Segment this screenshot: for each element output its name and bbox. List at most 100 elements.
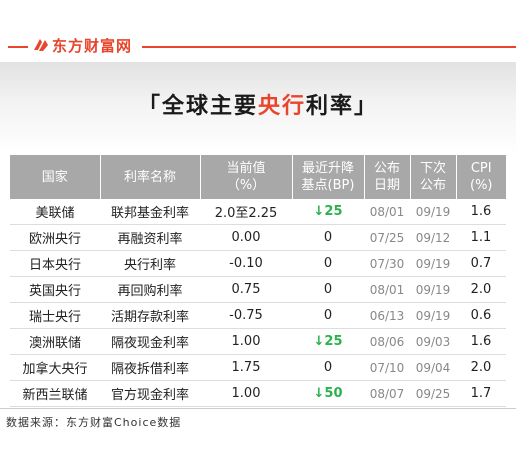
country-cell: 美联储	[10, 199, 100, 225]
cpi-cell: 0.6	[456, 302, 506, 329]
country-cell: 新西兰联储	[10, 380, 100, 407]
table-row: 加拿大央行 隔夜拆借利率 1.75 0 07/10 09/04 2.0	[10, 354, 506, 381]
current-value-cell: -0.10	[200, 250, 292, 277]
column-header: 公布 日期	[364, 155, 411, 199]
rate-name-cell: 隔夜拆借利率	[100, 354, 200, 381]
brand-logo-text: 东方财富网	[52, 37, 133, 55]
current-value-cell: -0.75	[200, 302, 292, 329]
data-source-note: 数据来源：东方财富Choice数据	[6, 416, 182, 429]
rate-name-cell: 再回购利率	[100, 276, 200, 303]
column-header-line1: 当前值	[226, 161, 266, 176]
country-cell: 澳洲联储	[10, 328, 100, 355]
title-banner	[0, 62, 516, 154]
current-value-cell: 1.00	[200, 328, 292, 355]
publish-date-cell: 08/07	[364, 380, 410, 407]
publish-date-cell: 07/25	[364, 224, 410, 251]
title-bracket-close: 」	[354, 94, 379, 119]
bp-change-cell: 0	[292, 276, 364, 303]
next-publish-cell: 09/03	[410, 328, 456, 355]
table-row: 新西兰联储 官方现金利率 1.00 ↓50 08/07 09/25 1.7	[10, 380, 506, 407]
table-row: 澳洲联储 隔夜现金利率 1.00 ↓25 08/06 09/03 1.6	[10, 328, 506, 355]
country-cell: 加拿大央行	[10, 354, 100, 381]
bp-change-cell: ↓25	[292, 199, 364, 225]
country-cell: 英国央行	[10, 276, 100, 303]
publish-date-cell: 08/01	[364, 199, 410, 225]
header-divider-left	[8, 46, 28, 48]
cpi-cell: 1.1	[456, 224, 506, 251]
cpi-cell: 1.7	[456, 380, 506, 407]
publish-date-cell: 06/13	[364, 302, 410, 329]
column-header-line1: 最近升降	[301, 161, 354, 176]
column-header-line1: 公布	[373, 161, 400, 176]
country-cell: 欧洲央行	[10, 224, 100, 251]
column-header-line1: 国家	[41, 169, 68, 185]
table-row: 美联储 联邦基金利率 2.0至2.25 ↓25 08/01 09/19 1.6	[10, 199, 506, 225]
header-divider-right	[142, 46, 516, 48]
column-header: 最近升降基点(BP)	[292, 155, 365, 199]
title-highlight: 央行	[257, 94, 306, 119]
column-header-line1: CPI	[470, 161, 492, 176]
bp-change-cell: 0	[292, 250, 364, 277]
current-value-cell: 0.00	[200, 224, 292, 251]
column-header-line2: (%)	[470, 178, 493, 193]
cpi-cell: 0.7	[456, 250, 506, 277]
bp-change-cell: 0	[292, 302, 364, 329]
rate-name-cell: 官方现金利率	[100, 380, 200, 407]
eastmoney-logo-icon	[34, 39, 48, 51]
bp-change-cell: 0	[292, 354, 364, 381]
column-header: 当前值 （%）	[200, 155, 293, 199]
cpi-cell: 2.0	[456, 276, 506, 303]
current-value-cell: 2.0至2.25	[200, 199, 292, 225]
column-header-line2: 日期	[373, 178, 400, 193]
column-header-line2: 公布	[419, 178, 446, 193]
central-bank-rates-table: 国家 利率名称 当前值 （%） 最近升降 基点(BP) 公布 日期 下次 公布 CPI (%) 美联储…	[10, 155, 506, 407]
rate-name-cell: 隔夜现金利率	[100, 328, 200, 355]
next-publish-cell: 09/12	[410, 224, 456, 251]
column-header-line1: 利率名称	[123, 169, 176, 185]
rate-name-cell: 活期存款利率	[100, 302, 200, 329]
page-title: 「全球主要央行利率」	[0, 92, 516, 122]
cpi-cell: 2.0	[456, 354, 506, 381]
cpi-cell: 1.6	[456, 199, 506, 225]
cpi-cell: 1.6	[456, 328, 506, 355]
table-row: 日本央行 央行利率 -0.10 0 07/30 09/19 0.7	[10, 250, 506, 277]
title-bracket-open: 「	[137, 94, 162, 119]
bp-change-cell: 0	[292, 224, 364, 251]
column-header-line2: 基点(BP)	[301, 178, 355, 193]
bp-change-cell: ↓50	[292, 380, 364, 407]
column-header: 利率名称	[100, 155, 201, 199]
footer-divider	[0, 408, 516, 409]
rate-name-cell: 央行利率	[100, 250, 200, 277]
rate-name-cell: 再融资利率	[100, 224, 200, 251]
current-value-cell: 1.00	[200, 380, 292, 407]
publish-date-cell: 07/30	[364, 250, 410, 277]
table-header-row: 国家 利率名称 当前值 （%） 最近升降 基点(BP) 公布 日期 下次 公布 CPI (%)	[10, 155, 506, 199]
title-part2: 利率	[306, 94, 355, 119]
current-value-cell: 0.75	[200, 276, 292, 303]
country-cell: 瑞士央行	[10, 302, 100, 329]
current-value-cell: 1.75	[200, 354, 292, 381]
next-publish-cell: 09/19	[410, 302, 456, 329]
next-publish-cell: 09/19	[410, 250, 456, 277]
next-publish-cell: 09/25	[410, 380, 456, 407]
column-header: CPI (%)	[456, 155, 506, 199]
table-row: 瑞士央行 活期存款利率 -0.75 0 06/13 09/19 0.6	[10, 302, 506, 329]
title-part1: 全球主要	[161, 94, 258, 119]
country-cell: 日本央行	[10, 250, 100, 277]
table-row: 英国央行 再回购利率 0.75 0 08/01 09/19 2.0	[10, 276, 506, 303]
header-bar: 东方财富网	[0, 0, 516, 62]
column-header: 国家	[10, 155, 101, 199]
publish-date-cell: 08/01	[364, 276, 410, 303]
table-body: 美联储 联邦基金利率 2.0至2.25 ↓25 08/01 09/19 1.6 欧洲央行 再融资…	[10, 199, 506, 407]
publish-date-cell: 08/06	[364, 328, 410, 355]
rate-name-cell: 联邦基金利率	[100, 199, 200, 225]
bp-change-cell: ↓25	[292, 328, 364, 355]
column-header: 下次 公布	[410, 155, 457, 199]
next-publish-cell: 09/19	[410, 199, 456, 225]
next-publish-cell: 09/19	[410, 276, 456, 303]
publish-date-cell: 07/10	[364, 354, 410, 381]
column-header-line2: （%）	[226, 178, 266, 193]
next-publish-cell: 09/04	[410, 354, 456, 381]
table-row: 欧洲央行 再融资利率 0.00 0 07/25 09/12 1.1	[10, 224, 506, 251]
column-header-line1: 下次	[419, 161, 446, 176]
